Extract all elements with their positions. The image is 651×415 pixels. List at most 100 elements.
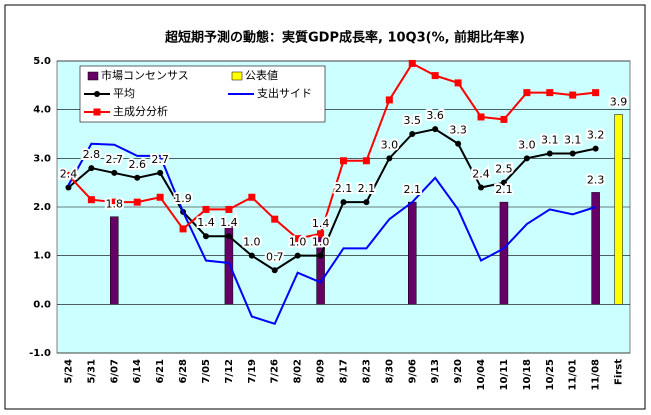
x-tick-label: 9/20	[453, 359, 464, 384]
x-tick-label: 6/14	[132, 359, 143, 384]
legend-label: 公表値	[245, 68, 278, 82]
data-label: 3.1	[541, 133, 559, 146]
data-label: 2.7	[106, 153, 124, 166]
marker	[363, 199, 370, 206]
legend-label: 平均	[113, 87, 135, 100]
marker	[317, 230, 325, 238]
x-tick-label: 11/08	[591, 359, 602, 391]
marker	[156, 193, 164, 201]
bar	[408, 201, 417, 305]
marker	[569, 91, 577, 99]
marker	[271, 215, 279, 223]
y-tick-label: 1.0	[33, 251, 51, 262]
marker	[133, 198, 141, 206]
marker	[546, 89, 554, 97]
x-tick-label: 8/30	[384, 359, 395, 384]
x-tick-label: 8/17	[339, 359, 350, 384]
legend-marker	[94, 91, 100, 97]
marker	[454, 79, 462, 87]
marker	[225, 205, 233, 213]
marker	[500, 115, 508, 123]
bar	[614, 114, 623, 305]
data-label: 3.3	[449, 124, 467, 137]
marker	[385, 96, 393, 104]
marker	[455, 140, 462, 147]
marker	[431, 72, 439, 80]
y-tick-label: 5.0	[33, 56, 51, 67]
x-tick-label: 11/01	[568, 359, 579, 391]
marker	[340, 157, 347, 165]
data-label: 2.4	[472, 168, 490, 181]
x-tick-label: 7/05	[201, 359, 212, 384]
marker	[478, 184, 485, 191]
data-label: 2.4	[60, 168, 78, 181]
marker	[111, 169, 118, 176]
marker	[592, 89, 600, 97]
line	[67, 128, 596, 272]
data-label: 3.1	[564, 133, 582, 146]
data-label: 2.1	[335, 182, 353, 195]
data-label: 1.0	[289, 236, 307, 249]
x-tick-label: 6/07	[109, 359, 120, 384]
marker	[134, 174, 141, 181]
marker	[592, 145, 599, 152]
x-tick-label: 9/13	[430, 359, 441, 384]
marker	[88, 165, 95, 172]
marker	[110, 198, 118, 206]
marker	[271, 267, 278, 274]
data-label: 1.9	[174, 192, 192, 205]
data-label: 0.7	[266, 250, 284, 263]
marker	[340, 199, 347, 206]
data-label: 2.8	[83, 148, 101, 161]
legend-label: 支出サイド	[257, 86, 312, 100]
x-tick-label: 8/23	[361, 359, 372, 384]
data-label: 3.6	[426, 109, 444, 122]
data-label: 2.7	[151, 153, 169, 166]
legend-label: 市場コンセンサス	[101, 68, 189, 82]
marker	[248, 193, 256, 201]
legend-swatch	[87, 71, 99, 81]
data-label: 2.6	[128, 158, 146, 171]
x-tick-label: 6/28	[178, 359, 189, 384]
marker	[64, 171, 72, 179]
y-tick-label: 0.0	[33, 299, 51, 310]
legend-marker	[93, 108, 101, 116]
x-tick-label: 5/31	[86, 359, 97, 384]
data-label: 3.5	[404, 114, 422, 127]
data-label: 3.0	[381, 138, 399, 151]
marker	[294, 235, 302, 243]
data-label: 1.8	[106, 198, 124, 211]
marker	[477, 113, 485, 121]
x-tick-label: 7/26	[270, 359, 281, 384]
line	[67, 142, 596, 326]
marker	[523, 155, 530, 162]
y-tick-label: 3.0	[33, 153, 51, 164]
x-tick-label: 10/25	[545, 359, 556, 391]
marker	[179, 225, 187, 233]
x-tick-label: 10/18	[522, 359, 533, 391]
line	[67, 62, 596, 240]
data-label: 3.9	[610, 96, 628, 109]
data-label: 2.1	[495, 183, 513, 196]
data-label: 2.3	[587, 173, 605, 186]
chart-title: 超短期予測の動態：実質GDP成長率, 10Q3(%, 前期比年率)	[165, 30, 525, 46]
y-tick-label: -1.0	[29, 348, 51, 359]
data-label: 1.4	[220, 216, 238, 229]
marker	[248, 252, 255, 259]
bar	[110, 216, 119, 305]
x-tick-label: 7/12	[224, 359, 235, 384]
x-tick-label: 10/04	[476, 359, 487, 391]
marker	[157, 169, 164, 176]
marker	[225, 233, 232, 240]
legend-swatch	[231, 71, 243, 81]
marker	[546, 150, 553, 157]
data-label: 2.1	[404, 183, 422, 196]
bar	[499, 201, 509, 305]
legend	[79, 65, 326, 123]
x-tick-label: First	[614, 359, 625, 385]
data-label: 1.4	[312, 217, 330, 230]
x-tick-label: 8/09	[316, 359, 327, 384]
data-label: 1.0	[312, 236, 330, 249]
x-tick-label: 10/11	[499, 359, 510, 391]
